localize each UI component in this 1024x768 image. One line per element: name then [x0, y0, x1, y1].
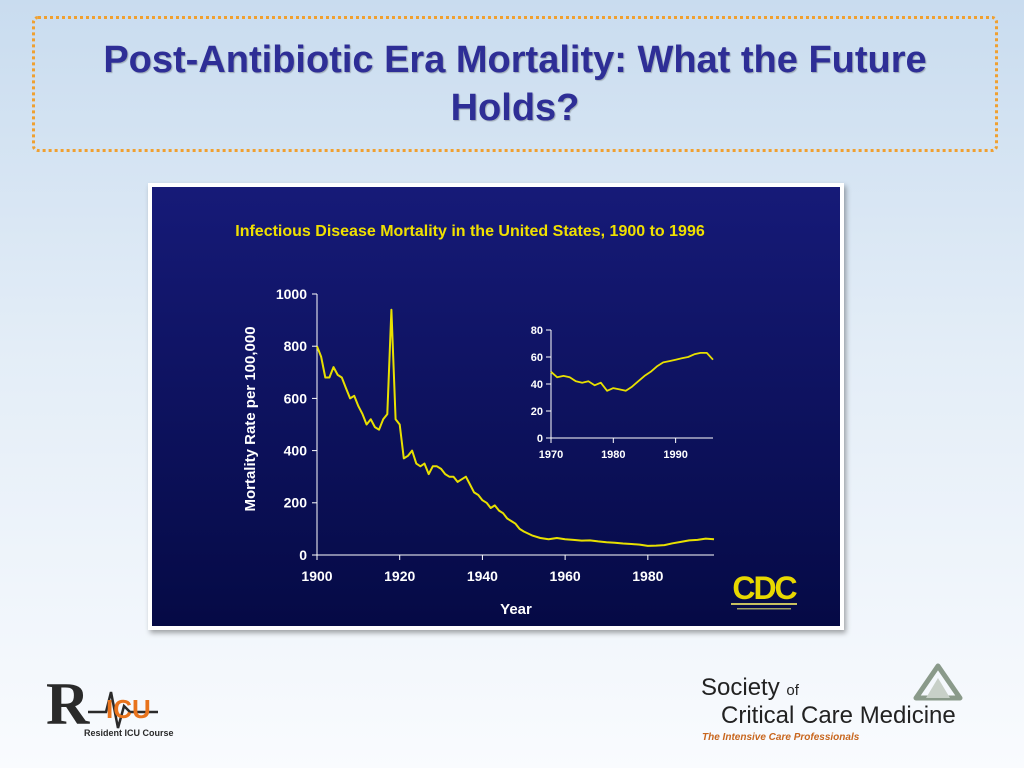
sccm-name-line2: Critical Care Medicine [721, 702, 956, 729]
ricu-logo-mark: R [46, 671, 90, 737]
chart-figure: Infectious Disease Mortality in the Unit… [152, 187, 840, 626]
main-series-line [316, 308, 715, 547]
inset-y-tick-label: 80 [531, 325, 543, 337]
cdc-logo-text: CDC [732, 570, 797, 606]
sccm-logo: Society of Critical Care Medicine The In… [694, 660, 979, 750]
inset-y-tick-label: 0 [537, 433, 543, 445]
ricu-logo-caption: Resident ICU Course [84, 728, 174, 738]
main-y-tick-label: 200 [284, 495, 308, 511]
inset-x-tick-label: 1970 [539, 449, 563, 461]
slide-title: Post-Antibiotic Era Mortality: What the … [103, 39, 927, 129]
chart-title: Infectious Disease Mortality in the Unit… [235, 223, 705, 240]
cdc-logo: CDC [731, 570, 800, 610]
main-x-tick-label: 1920 [384, 568, 415, 584]
main-y-tick-label: 400 [284, 443, 308, 459]
ricu-logo-letters: ICU [106, 694, 151, 724]
sccm-triangle-icon [913, 663, 963, 701]
main-y-tick-label: 1000 [276, 286, 307, 302]
inset-y-tick-label: 40 [531, 379, 543, 391]
ekg-line-icon [88, 691, 158, 729]
main-y-tick-label: 800 [284, 338, 308, 354]
y-axis-label: Mortality Rate per 100,000 [242, 326, 259, 511]
inset-x-tick-label: 1990 [663, 449, 687, 461]
inset-chart-plot [550, 351, 714, 392]
inset-x-tick-label: 1980 [601, 449, 625, 461]
main-y-tick-label: 600 [284, 390, 308, 406]
main-chart-plot [316, 308, 715, 547]
main-x-tick-label: 1940 [467, 568, 498, 584]
inset-y-tick-label: 20 [531, 406, 543, 418]
inset-chart-axes: 0 20 40 60 80 1970 1980 1990 [531, 325, 713, 461]
chart-panel: Infectious Disease Mortality in the Unit… [148, 183, 844, 630]
main-x-tick-label: 1900 [301, 568, 332, 584]
sccm-name-society: Society [701, 674, 780, 701]
x-axis-label: Year [500, 601, 532, 618]
sccm-name-of: of [786, 682, 799, 699]
main-x-tick-label: 1960 [550, 568, 581, 584]
chart-background [152, 187, 840, 626]
main-y-tick-label: 0 [299, 547, 307, 563]
sccm-tagline: The Intensive Care Professionals [702, 732, 860, 743]
inset-series-line [550, 351, 714, 392]
title-box: Post-Antibiotic Era Mortality: What the … [32, 16, 998, 152]
main-x-tick-label: 1980 [632, 568, 663, 584]
resident-icu-course-logo: R ICU Resident ICU Course [40, 662, 200, 744]
inset-y-tick-label: 60 [531, 352, 543, 364]
